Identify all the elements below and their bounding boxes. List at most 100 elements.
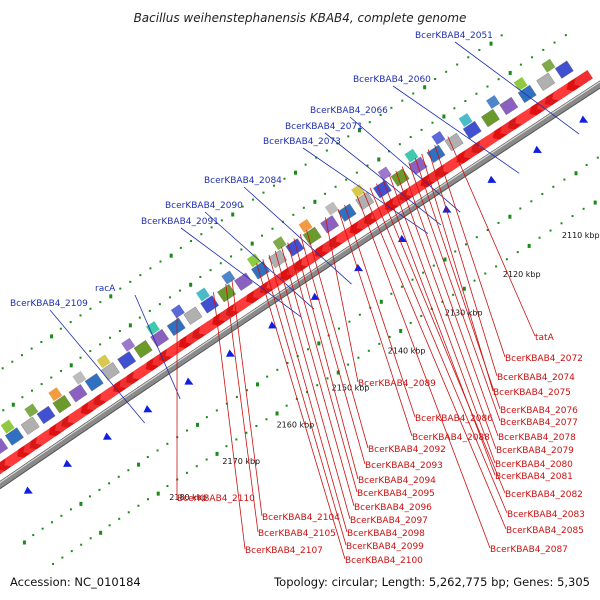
gene-blue-arrow	[63, 459, 73, 467]
tick-dot	[316, 384, 319, 387]
tick-dot	[302, 206, 305, 209]
tick-dot	[366, 164, 369, 167]
gene-box-outer-row	[351, 184, 366, 198]
tick-dot	[189, 282, 193, 287]
gene-label-red: BcerKBAB4_2100	[345, 556, 423, 566]
gene-box-outer-row	[324, 201, 339, 216]
tick-dot	[334, 185, 337, 188]
tick-dot	[220, 219, 223, 222]
gene-label-red: BcerKBAB4_2077	[500, 418, 578, 428]
gene-box-outer-row	[272, 236, 287, 251]
gene-label-red: BcerKBAB4_2093	[365, 461, 443, 471]
gene-label-blue: BcerKBAB4_2066	[310, 106, 388, 116]
tick-dot	[367, 349, 370, 352]
tick-dot	[443, 257, 447, 262]
gene-box-outer-row	[170, 304, 185, 319]
tick-dot	[109, 336, 112, 339]
blue-leader	[302, 147, 429, 234]
tick-dot	[593, 200, 597, 205]
gene-blue-arrow	[143, 405, 153, 413]
gene-box	[52, 394, 72, 414]
gene-box-outer-row	[377, 166, 392, 181]
gene-label-blue: BcerKBAB4_2060	[353, 75, 431, 85]
tick-dot	[357, 128, 361, 133]
tick-dot	[355, 171, 358, 174]
gene-label-red: BcerKBAB4_2105	[258, 529, 336, 539]
gene-box	[536, 72, 556, 91]
tick-dot	[166, 442, 169, 445]
tick-dot	[497, 221, 500, 224]
blue-leader	[204, 211, 315, 310]
tick-dot	[527, 243, 531, 248]
tick-dot	[347, 135, 350, 138]
tick-dot	[80, 543, 83, 546]
tick-dot	[256, 382, 260, 387]
gene-box	[68, 384, 88, 403]
tick-label: 2130 kbp	[445, 308, 483, 317]
tick-dot	[158, 303, 161, 306]
tick-dot	[420, 314, 423, 317]
gene-blue-arrow	[103, 432, 112, 440]
blue-leader	[49, 309, 145, 424]
tick-dot	[326, 377, 329, 380]
tick-dot	[275, 411, 279, 416]
tick-dot	[475, 92, 478, 95]
gene-box	[117, 351, 137, 370]
tick-dot	[89, 307, 92, 310]
tick-dot	[313, 199, 317, 204]
tick-dot	[390, 292, 393, 295]
red-leader	[268, 254, 348, 533]
gene-label-red: BcerKBAB4_2079	[496, 446, 574, 456]
red-leader	[356, 196, 491, 549]
gene-box-outer-row	[24, 403, 39, 418]
tick-dot	[185, 471, 188, 474]
tick-dot	[137, 504, 140, 507]
tick-dot	[378, 342, 381, 345]
tick-dot	[70, 550, 73, 553]
red-leader	[427, 149, 498, 377]
gene-box	[444, 132, 464, 152]
gene-label-red: BcerKBAB4_2082	[505, 490, 583, 500]
tick-label: 2170 kbp	[222, 457, 260, 466]
backbone	[0, 80, 600, 490]
tick-dot	[252, 198, 255, 201]
tick-dot	[464, 100, 467, 103]
tick-marks: 2110 kbp 2120 kbp 2130 kbp 2140 kbp 2150 kbp…	[1, 34, 600, 565]
tick-label: 2110 kbp	[562, 231, 600, 240]
gene-label-red: BcerKBAB4_2074	[497, 373, 575, 383]
gene-label-blue: BcerKBAB4_2109	[10, 299, 88, 309]
tick-dot	[453, 107, 456, 110]
tick-dot	[159, 260, 162, 263]
gene-label-blue: BcerKBAB4_2091	[141, 217, 219, 227]
tick-dot	[530, 200, 533, 203]
blue-leader	[134, 294, 181, 400]
tick-dot	[2, 409, 5, 412]
tick-dot	[486, 229, 489, 232]
gene-box	[554, 60, 574, 79]
tick-dot	[563, 178, 566, 181]
gene-box-outer-row	[72, 370, 87, 385]
tick-dot	[59, 369, 62, 372]
tick-dot	[99, 301, 102, 304]
gene-label-red: BcerKBAB4_2088	[412, 433, 490, 443]
gene-label-red: BcerKBAB4_2083	[507, 510, 585, 520]
blue-leader	[243, 186, 352, 285]
tick-dot	[255, 425, 258, 428]
gene-label-blue: racA	[95, 284, 116, 294]
tick-dot	[60, 514, 63, 517]
tick-dot	[400, 285, 403, 288]
tick-dot	[79, 356, 82, 359]
backbone-line	[0, 81, 600, 489]
gene-label-red: BcerKBAB4_2098	[347, 529, 425, 539]
gene-box-outer-row	[145, 321, 160, 336]
tick-dot	[585, 163, 588, 166]
tick-dot	[292, 213, 295, 216]
tick-dot	[168, 296, 171, 299]
gene-box-outer-row	[0, 419, 15, 434]
tick-dot	[98, 488, 101, 491]
tick-dot	[146, 456, 149, 459]
tick-dot	[271, 227, 274, 230]
tick-dot	[285, 404, 288, 407]
tick-dot	[456, 63, 459, 66]
